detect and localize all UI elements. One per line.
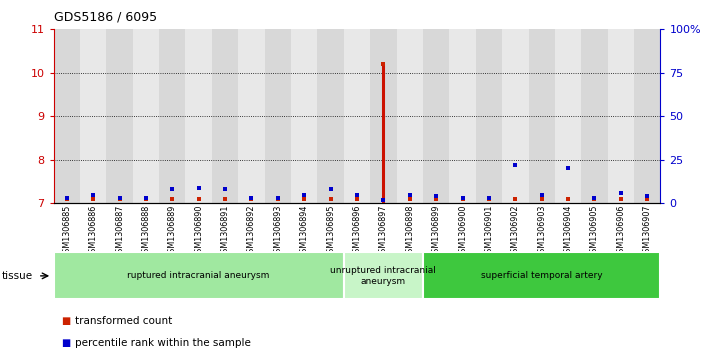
- Bar: [54, 29, 80, 203]
- Bar: [54, 252, 344, 299]
- Bar: [344, 252, 423, 299]
- Text: ■: ■: [61, 338, 70, 348]
- Text: superficial temporal artery: superficial temporal artery: [481, 272, 603, 280]
- Bar: [159, 29, 186, 203]
- Bar: [370, 29, 396, 203]
- Bar: [396, 29, 423, 203]
- Text: transformed count: transformed count: [75, 316, 172, 326]
- Bar: [106, 29, 133, 203]
- Bar: [344, 29, 370, 203]
- Bar: [581, 29, 608, 203]
- Bar: [502, 29, 528, 203]
- Text: percentile rank within the sample: percentile rank within the sample: [75, 338, 251, 348]
- Bar: [212, 29, 238, 203]
- Bar: [476, 29, 502, 203]
- Bar: [528, 29, 555, 203]
- Bar: [186, 29, 212, 203]
- Text: GDS5186 / 6095: GDS5186 / 6095: [54, 11, 156, 24]
- Bar: [265, 29, 291, 203]
- Bar: [291, 29, 318, 203]
- Bar: [449, 29, 476, 203]
- Bar: [80, 29, 106, 203]
- Text: tissue: tissue: [2, 271, 34, 281]
- Bar: [608, 29, 634, 203]
- Bar: [133, 29, 159, 203]
- Text: ruptured intracranial aneurysm: ruptured intracranial aneurysm: [128, 272, 270, 280]
- Bar: [555, 29, 581, 203]
- Bar: [423, 252, 660, 299]
- Bar: [423, 29, 449, 203]
- Text: ■: ■: [61, 316, 70, 326]
- Bar: [238, 29, 265, 203]
- Bar: [318, 29, 344, 203]
- Bar: [634, 29, 660, 203]
- Text: unruptured intracranial
aneurysm: unruptured intracranial aneurysm: [331, 266, 436, 286]
